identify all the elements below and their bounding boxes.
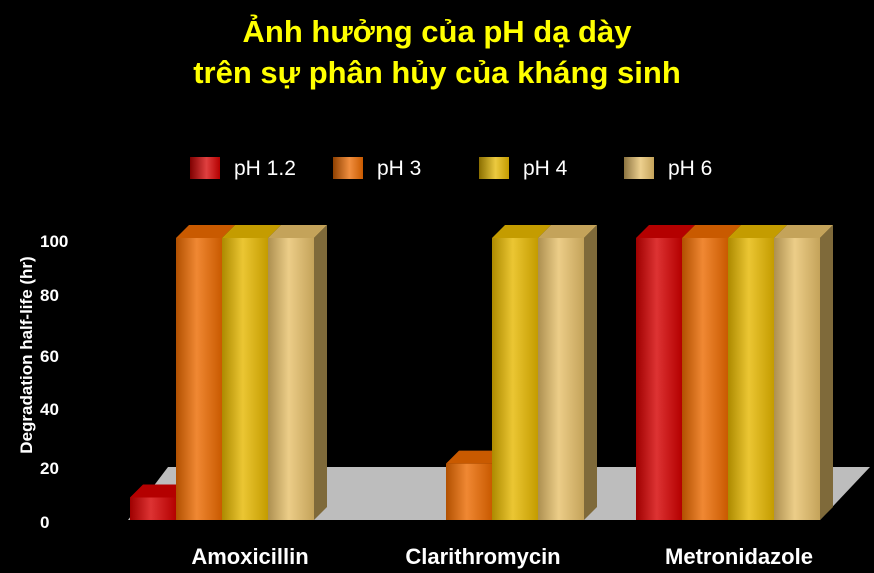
legend-label-ph12: pH 1.2: [234, 157, 296, 180]
bar-metronidazole-ph6-side: [820, 225, 833, 520]
chart-title-line2: trên sự phân hủy của kháng sinh: [193, 55, 681, 90]
bar-amoxicillin-ph3-top: [176, 225, 235, 238]
x-tick-label-metronidazole: Metronidazole: [665, 544, 813, 569]
legend-label-ph3: pH 3: [377, 157, 422, 180]
bar-metronidazole-ph3: [682, 238, 728, 520]
y-tick-label: 40: [40, 400, 59, 419]
bar-amoxicillin-ph4: [222, 238, 268, 520]
bar-amoxicillin-ph4-top: [222, 225, 281, 238]
bar-clarithromycin-ph6-side: [584, 225, 597, 520]
legend-swatch-ph12: [190, 157, 220, 179]
bar-amoxicillin-ph6-top: [268, 225, 327, 238]
y-tick-label: 80: [40, 286, 59, 305]
bar-amoxicillin-ph6: [268, 238, 314, 520]
y-tick-label: 100: [40, 232, 69, 251]
bar-clarithromycin-ph6-top: [538, 225, 597, 238]
bar-amoxicillin-ph12-top: [130, 484, 189, 498]
chart-title-line1: Ảnh hưởng của pH dạ dày: [242, 14, 632, 49]
bar-metronidazole-ph4: [728, 238, 774, 520]
bar-metronidazole-ph3-top: [682, 225, 741, 238]
bars-group: [130, 225, 833, 520]
y-tick-label: 0: [40, 513, 50, 532]
legend-swatch-ph3: [333, 157, 363, 179]
bar-clarithromycin-ph3: [446, 463, 492, 520]
bar-metronidazole-ph12-top: [636, 225, 695, 238]
y-tick-label: 60: [40, 347, 59, 366]
bar-metronidazole-ph4-top: [728, 225, 787, 238]
bar-metronidazole-ph12: [636, 238, 682, 520]
legend-swatch-ph4: [479, 157, 509, 179]
legend-label-ph6: pH 6: [668, 157, 713, 180]
bar-clarithromycin-ph3-top: [446, 450, 505, 464]
legend-label-ph4: pH 4: [523, 157, 568, 180]
bar-clarithromycin-ph6: [538, 238, 584, 520]
bar-clarithromycin-ph4-top: [492, 225, 551, 238]
bar-metronidazole-ph6-top: [774, 225, 833, 238]
bar-amoxicillin-ph12: [130, 497, 176, 520]
legend: pH 1.2 pH 3 pH 4 pH 6: [0, 152, 874, 186]
y-tick-label: 20: [40, 459, 59, 478]
bar-amoxicillin-ph6-side: [314, 225, 327, 520]
bar-amoxicillin-ph3: [176, 238, 222, 520]
x-tick-label-amoxicillin: Amoxicillin: [191, 544, 309, 569]
x-tick-label-clarithromycin: Clarithromycin: [405, 544, 561, 569]
bar-metronidazole-ph6: [774, 238, 820, 520]
bar-clarithromycin-ph4: [492, 238, 538, 520]
legend-swatch-ph6: [624, 157, 654, 179]
